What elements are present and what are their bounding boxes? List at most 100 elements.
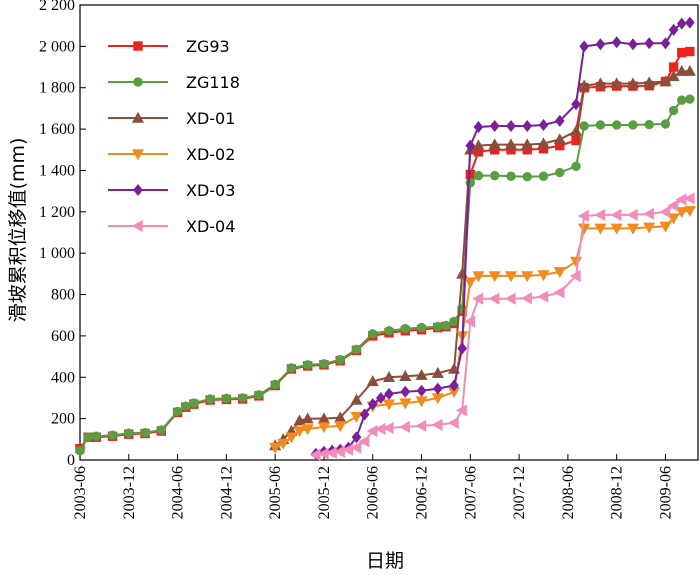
data-point-ZG118	[628, 120, 638, 130]
data-point-XD-01	[675, 64, 688, 76]
data-point-ZG118	[368, 329, 378, 339]
x-tick-label: 2005-06	[267, 466, 284, 519]
data-point-ZG118	[351, 344, 362, 355]
data-point-XD-04	[610, 208, 622, 221]
data-point-ZG118	[668, 105, 679, 116]
data-point-XD-01	[488, 138, 501, 150]
data-point-XD-01	[569, 124, 583, 136]
data-point-XD-03	[611, 36, 622, 49]
data-point-XD-01	[350, 393, 363, 405]
data-point-XD-03	[685, 16, 695, 29]
y-tick-label: 2 000	[39, 38, 75, 55]
data-point-XD-03	[628, 38, 638, 51]
data-point-XD-03	[367, 398, 378, 411]
data-point-ZG118	[124, 428, 134, 438]
data-point-ZG118	[473, 170, 484, 181]
data-point-XD-04	[659, 205, 671, 218]
data-point-XD-02	[643, 222, 656, 234]
y-tick-label: 1 200	[39, 204, 75, 221]
data-point-XD-04	[472, 292, 484, 305]
data-point-ZG118	[571, 161, 581, 172]
data-point-ZG118	[555, 167, 565, 178]
y-tick-label: 1 600	[39, 121, 75, 138]
data-point-XD-04	[358, 435, 370, 448]
data-point-XD-01	[431, 366, 444, 378]
data-point-XD-04	[464, 315, 476, 328]
data-point-XD-04	[594, 208, 606, 221]
data-point-XD-03	[489, 119, 500, 132]
data-point-XD-03	[473, 121, 484, 134]
data-point-ZG118	[685, 94, 695, 104]
series-XD-02	[269, 206, 696, 454]
data-point-XD-01	[578, 79, 591, 91]
x-tick-label: 2004-06	[170, 466, 187, 519]
data-point-XD-02	[504, 271, 518, 283]
data-point-ZG93	[685, 46, 695, 57]
legend-label: XD-01	[186, 109, 235, 128]
y-tick-label: 800	[51, 287, 75, 304]
data-point-XD-02	[293, 426, 306, 438]
data-point-XD-01	[472, 139, 485, 151]
x-tick-label: 2003-12	[121, 466, 138, 519]
data-point-ZG118	[254, 390, 264, 400]
data-point-XD-03	[351, 431, 362, 444]
data-point-XD-04	[399, 420, 410, 433]
data-point-XD-01	[521, 138, 534, 150]
data-point-XD-01	[643, 76, 656, 88]
y-tick-label: 1 400	[39, 162, 75, 179]
data-point-XD-02	[285, 432, 298, 444]
data-point-ZG93	[571, 135, 581, 146]
data-point-XD-02	[269, 442, 282, 454]
data-point-XD-04	[455, 404, 467, 417]
data-point-XD-04	[626, 208, 638, 221]
series-ZG118	[75, 94, 695, 456]
data-point-XD-04	[642, 207, 654, 220]
data-point-XD-04	[553, 286, 565, 299]
data-point-XD-02	[626, 223, 639, 235]
data-point-XD-02	[667, 213, 680, 225]
data-point-XD-04	[667, 199, 679, 212]
data-point-XD-04	[504, 292, 516, 305]
data-point-XD-02	[537, 270, 550, 282]
data-point-ZG118	[335, 354, 345, 365]
data-point-XD-02	[277, 438, 290, 450]
data-point-ZG118	[611, 120, 622, 130]
data-point-XD-01	[382, 371, 396, 382]
data-point-ZG118	[237, 393, 248, 403]
data-point-XD-03	[359, 408, 370, 421]
legend: ZG93 ZG118 XD-01 XD-02 XD-03 XD-04	[108, 37, 240, 236]
data-point-XD-02	[659, 221, 672, 233]
data-point-XD-04	[447, 416, 459, 429]
legend-label: ZG93	[186, 37, 230, 56]
data-point-XD-03	[449, 379, 459, 392]
legend-item-XD-02: XD-02	[108, 145, 235, 164]
data-point-ZG118	[140, 428, 150, 438]
y-axis-title: 滑坡累积位移值(mm)	[7, 138, 29, 323]
data-point-XD-03	[432, 382, 443, 395]
x-axis-title: 日期	[366, 550, 404, 572]
data-point-XD-04	[521, 292, 532, 305]
data-point-ZG118	[416, 322, 427, 333]
legend-item-XD-03: XD-03	[108, 181, 235, 200]
legend-marker	[133, 41, 143, 51]
y-tick-label: 1 800	[39, 80, 75, 97]
data-point-ZG118	[400, 323, 410, 334]
data-point-XD-02	[317, 422, 330, 434]
legend-item-ZG93: ZG93	[108, 37, 230, 56]
data-point-XD-03	[668, 23, 679, 36]
y-tick-label: 2 200	[39, 0, 75, 14]
series-layer	[75, 16, 696, 461]
legend-marker	[133, 77, 143, 87]
data-point-XD-01	[504, 138, 518, 150]
x-tick-label: 2007-12	[511, 466, 528, 519]
data-point-ZG118	[221, 393, 232, 404]
data-point-XD-04	[366, 424, 378, 438]
data-point-ZG118	[595, 120, 606, 130]
data-point-XD-03	[571, 98, 581, 111]
data-point-XD-01	[683, 64, 696, 76]
series-line-XD-04	[315, 197, 691, 456]
data-point-XD-01	[553, 133, 566, 145]
data-point-ZG118	[286, 363, 297, 373]
series-line-ZG93	[79, 50, 691, 450]
data-point-ZG118	[506, 171, 516, 181]
